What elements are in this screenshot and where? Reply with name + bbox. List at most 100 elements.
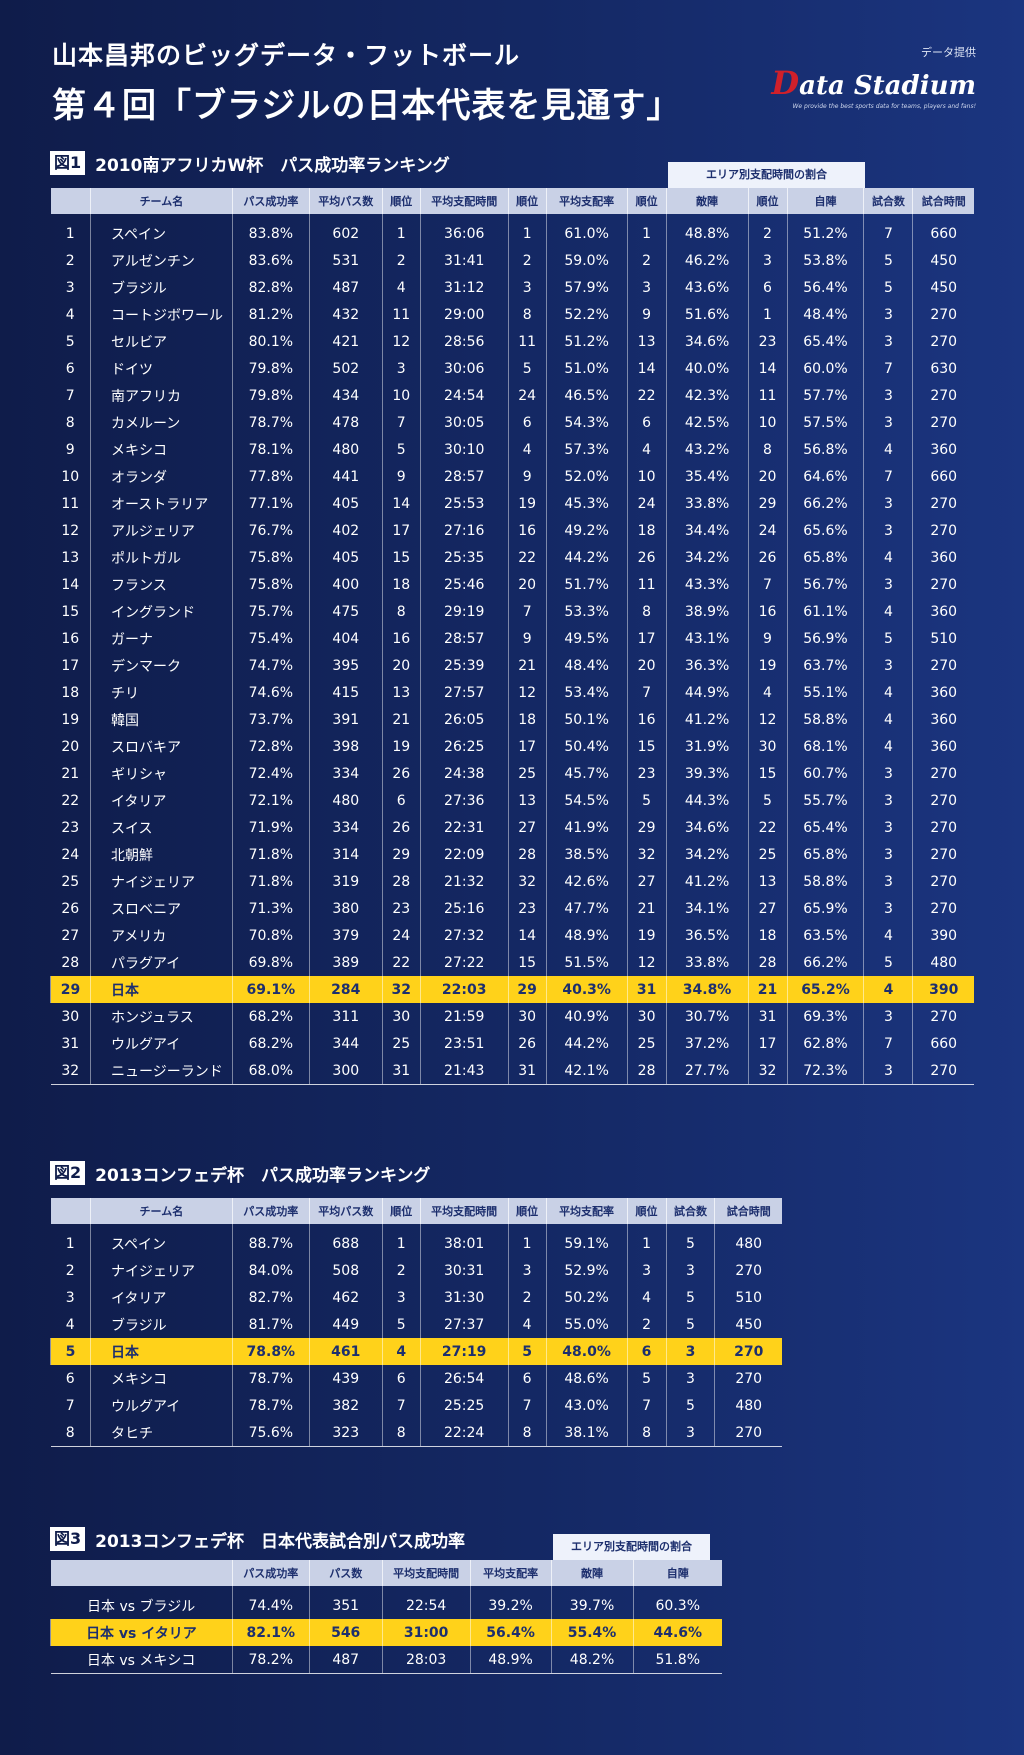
table-row: 14 フランス 75.8% 400 18 25:46 20 51.7% 11 43.3% 7 56.7… <box>51 571 974 598</box>
table-cell: 27 <box>747 895 787 922</box>
table-cell: 270 <box>912 895 974 922</box>
table-cell: 478 <box>308 409 383 436</box>
table-cell: 22 <box>507 544 547 571</box>
fig3-area-header: エリア別支配時間の割合 <box>553 1534 710 1560</box>
table-row: 22 イタリア 72.1% 480 6 27:36 13 54.5% 5 44.3% 5 55.7% 3… <box>51 787 974 814</box>
table-cell: 32 <box>381 976 421 1003</box>
table-cell: 63.7% <box>786 652 864 679</box>
table-cell: 7 <box>863 1030 913 1057</box>
table-cell: 34.1% <box>665 895 749 922</box>
table-cell: 44.2% <box>545 544 628 571</box>
table-cell: 74.4% <box>231 1586 310 1619</box>
table-row: 17 デンマーク 74.7% 395 20 25:39 21 48.4% 20 36.3% 19 63… <box>51 652 974 679</box>
fig2-col-header <box>50 1198 91 1224</box>
table-cell: 23 <box>61 819 80 836</box>
table-cell: 450 <box>912 274 974 301</box>
table-cell: 3 <box>507 1257 547 1284</box>
table-cell: 76.7% <box>231 517 310 544</box>
table-cell: 270 <box>912 571 974 598</box>
table-cell: 6 <box>626 1338 667 1365</box>
table-cell: 45.7% <box>545 760 628 787</box>
table-cell: 4 <box>626 436 667 463</box>
fig1-col-header: 敵陣 <box>665 188 749 214</box>
table-cell: 29:00 <box>419 301 509 328</box>
table-cell: 50.1% <box>545 706 628 733</box>
table-cell: 26 <box>381 814 421 841</box>
table-cell: 18 <box>747 922 787 949</box>
table-cell: 14 <box>381 490 421 517</box>
table-cell: 25 <box>626 1030 667 1057</box>
table-row: 日本 vs メキシコ 78.2% 487 28:03 48.9% 48.2% 51.8% <box>50 1646 722 1674</box>
table-cell: 270 <box>912 868 974 895</box>
table-cell: 1 <box>65 1235 75 1252</box>
table-cell: 2 <box>747 214 787 247</box>
table-cell: 391 <box>308 706 383 733</box>
table-cell: 8 <box>381 1419 421 1447</box>
table-cell: 71.8% <box>231 868 310 895</box>
table-cell: 28 <box>381 868 421 895</box>
table-cell: オランダ <box>89 463 233 490</box>
table-cell: 15 <box>747 760 787 787</box>
table-cell: アルゼンチン <box>89 247 233 274</box>
table-cell: 3 <box>863 409 913 436</box>
table-cell: 84.0% <box>231 1257 310 1284</box>
table-cell: 21:32 <box>419 868 509 895</box>
table-cell: 南アフリカ <box>89 382 233 409</box>
table-cell: 58.8% <box>786 706 864 733</box>
table-cell: 5 <box>747 787 787 814</box>
table-cell: 10 <box>626 463 667 490</box>
table-cell: 23 <box>381 895 421 922</box>
table-row: 2 アルゼンチン 83.6% 531 2 31:41 2 59.0% 2 46.2% 3 53.8% 5… <box>51 247 974 274</box>
table-cell: 602 <box>308 214 383 247</box>
table-cell: 79.8% <box>231 355 310 382</box>
table-cell: 270 <box>714 1257 782 1284</box>
fig1-col-header: チーム名 <box>89 188 233 214</box>
table-cell: ドイツ <box>89 355 233 382</box>
table-cell: 398 <box>308 733 383 760</box>
table-cell: 24 <box>507 382 547 409</box>
table-cell: 25 <box>747 841 787 868</box>
table-cell: メキシコ <box>89 1365 233 1392</box>
provider-label: データ提供 <box>921 46 976 59</box>
table-cell: 5 <box>665 1284 715 1311</box>
fig3-heading: 2013コンフェデ杯 日本代表試合別パス成功率 <box>95 1531 465 1552</box>
table-cell: 270 <box>714 1365 782 1392</box>
table-cell: 34.8% <box>665 976 749 1003</box>
table-cell: 3 <box>381 355 421 382</box>
table-cell: 75.7% <box>231 598 310 625</box>
page-subtitle: 山本昌邦のビッグデータ・フットボール <box>52 41 521 70</box>
table-cell: 46.5% <box>545 382 628 409</box>
table-cell: 688 <box>308 1224 383 1257</box>
fig3-table: パス成功率 パス数 平均支配時間 平均支配率 敵陣 自陣 日本 vs ブラジル 74.4% 3… <box>50 1560 722 1674</box>
table-cell: 21:43 <box>419 1057 509 1085</box>
table-cell: オーストラリア <box>89 490 233 517</box>
table-cell: 52.2% <box>545 301 628 328</box>
table-cell: 31:00 <box>381 1619 471 1646</box>
table-cell: 8 <box>747 436 787 463</box>
table-cell: 405 <box>308 490 383 517</box>
table-cell: 82.1% <box>231 1619 310 1646</box>
table-cell: アルジェリア <box>89 517 233 544</box>
table-cell: 75.6% <box>231 1419 310 1447</box>
table-cell: 29 <box>507 976 547 1003</box>
table-cell: 3 <box>863 517 913 544</box>
fig3-col-header <box>50 1560 233 1586</box>
table-cell: 38.5% <box>545 841 628 868</box>
table-cell: 29 <box>381 841 421 868</box>
table-row: 1 スペイン 88.7% 688 1 38:01 1 59.1% 1 5 480 <box>51 1224 782 1257</box>
table-cell: 42.1% <box>545 1057 628 1085</box>
table-cell: 20 <box>381 652 421 679</box>
table-cell: 15 <box>507 949 547 976</box>
table-cell: 12 <box>626 949 667 976</box>
table-cell: 395 <box>308 652 383 679</box>
table-row: 24 北朝鮮 71.8% 314 29 22:09 28 38.5% 32 34.2% 25 65.8… <box>51 841 974 868</box>
table-cell: 360 <box>912 679 974 706</box>
fig3-col-header: 敵陣 <box>550 1560 634 1586</box>
fig2-col-header: チーム名 <box>89 1198 233 1224</box>
table-cell: 7 <box>507 598 547 625</box>
table-cell: 7 <box>626 1392 667 1419</box>
table-cell: 6 <box>381 1365 421 1392</box>
table-cell: 9 <box>65 441 75 458</box>
table-row: 19 韓国 73.7% 391 21 26:05 18 50.1% 16 41.2% 12 58.8%… <box>51 706 974 733</box>
table-cell: 334 <box>308 760 383 787</box>
